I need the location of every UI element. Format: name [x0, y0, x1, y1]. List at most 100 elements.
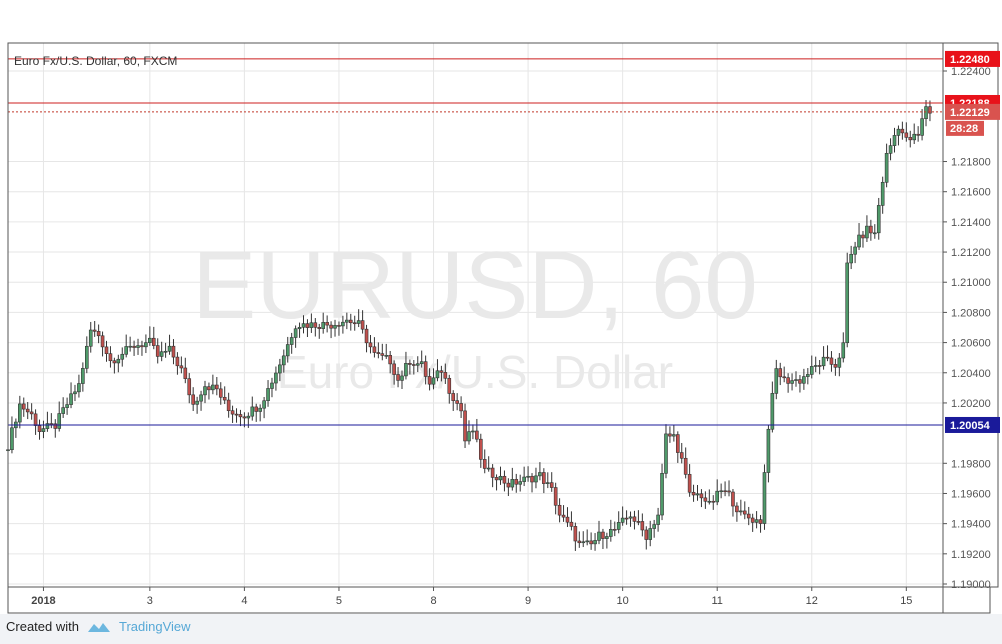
candle [475, 418, 479, 443]
candle-body [865, 225, 869, 239]
candle-body [443, 372, 448, 379]
candle-body [735, 505, 739, 513]
candle-body [782, 376, 786, 379]
candle-body [664, 433, 668, 474]
candle [301, 315, 306, 334]
candle [57, 401, 62, 432]
candle [628, 511, 633, 527]
candle [522, 466, 526, 487]
candle-body [293, 328, 298, 338]
price-tick-label: 1.19200 [951, 549, 991, 561]
candle-body [802, 376, 806, 384]
price-tick-label: 1.21600 [951, 187, 991, 199]
time-tick-label: 11 [711, 595, 722, 607]
candle [845, 252, 850, 348]
candle-body [18, 403, 22, 423]
price-tick-label: 1.19400 [951, 519, 991, 531]
candle-body [151, 337, 156, 346]
candle-body [25, 408, 30, 413]
candle-body [356, 320, 361, 324]
candle-body [396, 374, 400, 381]
candle [691, 484, 696, 502]
candle-body [431, 377, 436, 385]
candle-body [175, 356, 180, 367]
candle-body [876, 205, 881, 234]
candle-body [140, 345, 144, 348]
candle [325, 315, 329, 333]
candle-body [388, 355, 392, 365]
candle [869, 219, 873, 241]
time-tick-label: 8 [430, 595, 436, 607]
candle [585, 529, 589, 546]
candle-body [924, 106, 928, 119]
candle [136, 338, 140, 355]
candle-body [159, 351, 164, 357]
candle-body [41, 428, 46, 432]
candle-body [88, 329, 93, 347]
candle-body [37, 425, 42, 432]
candle-body [250, 406, 255, 417]
candle-body [258, 407, 262, 412]
candle-body [542, 472, 546, 484]
price-label-resistance: 1.22480 [950, 54, 990, 66]
candle [928, 100, 932, 122]
candle [715, 479, 720, 506]
candle-body [624, 517, 629, 520]
candle [120, 347, 125, 367]
candle [857, 223, 861, 251]
candle-body [392, 363, 396, 375]
candle [207, 382, 211, 400]
candle-body [415, 363, 420, 366]
candle [565, 507, 570, 527]
candle-body [419, 361, 424, 365]
price-tick-label: 1.21000 [951, 277, 991, 289]
candle-body [746, 513, 751, 519]
candle-body [549, 482, 554, 488]
tradingview-link[interactable]: TradingView [118, 619, 191, 634]
candle [435, 359, 440, 382]
candle [636, 510, 641, 526]
candle [431, 368, 436, 390]
candle [65, 397, 69, 415]
candle [167, 334, 172, 355]
candle-body [226, 399, 231, 412]
candle-body [672, 434, 676, 437]
time-tick-label: 3 [147, 595, 153, 607]
price-tick-label: 1.21400 [951, 217, 991, 229]
candle [561, 505, 566, 522]
candle [250, 396, 255, 421]
candle-body [360, 320, 365, 330]
candle-body [569, 521, 574, 527]
candle-body [305, 323, 310, 328]
candle-body [766, 428, 771, 473]
candle-body [207, 386, 211, 391]
candle-body [699, 493, 704, 499]
candle-body [333, 325, 337, 329]
candle-body [853, 246, 857, 255]
candle [25, 401, 30, 420]
candle-body [817, 365, 822, 367]
candle-body [774, 368, 779, 394]
candle [557, 498, 562, 523]
candle [108, 346, 113, 368]
candle [892, 127, 897, 153]
candle-body [770, 393, 775, 430]
candle-body [104, 346, 109, 354]
candle [861, 230, 865, 248]
candle-body [368, 342, 373, 348]
candle [624, 510, 629, 525]
candle [392, 360, 396, 385]
candle [81, 362, 85, 392]
candle [766, 425, 771, 483]
candle-body [502, 475, 507, 484]
candle [384, 343, 389, 359]
candlestick-chart[interactable]: EURUSD, 60 Euro Fx/U.S. Dollar 1.22400 1.21… [0, 0, 1002, 614]
candle [545, 472, 550, 489]
candle [187, 373, 192, 404]
candle-body [297, 326, 302, 330]
candle-body [482, 459, 487, 469]
plot-area [8, 43, 943, 587]
candle [601, 528, 605, 550]
candle [888, 138, 893, 161]
candle-body [928, 106, 932, 114]
